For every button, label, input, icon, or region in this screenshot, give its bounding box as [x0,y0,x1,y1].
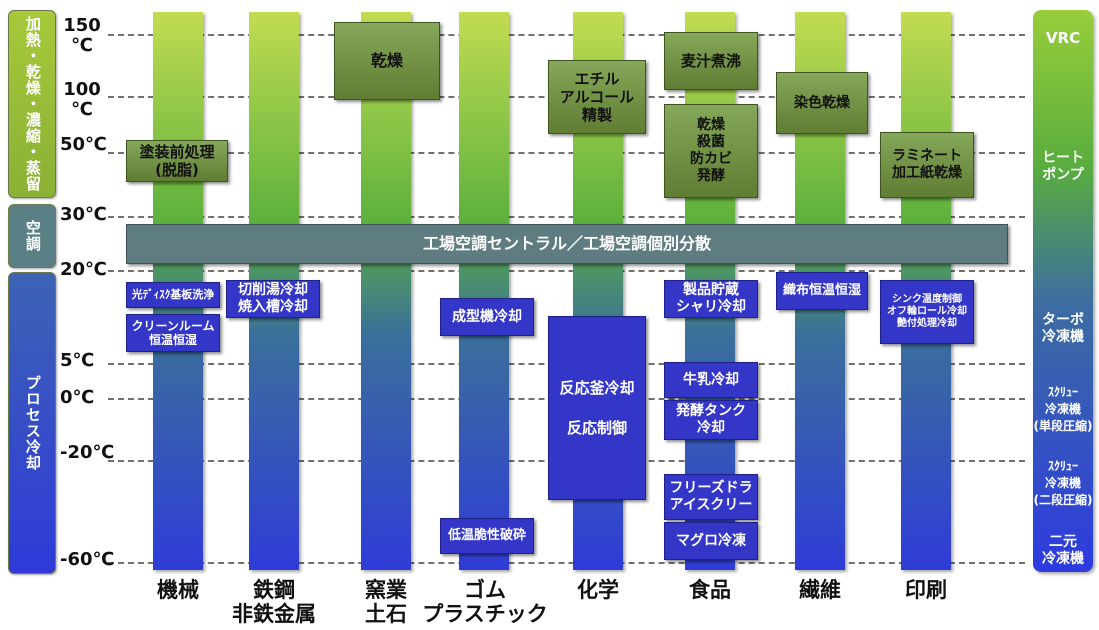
industry-label-rubber: ゴム プラスチック [422,578,548,626]
gridline-150 [108,34,1025,36]
box-weaving-climate: 織布恒温恒湿 [776,272,868,310]
tick-minus60: -60℃ [60,549,115,570]
equipment-vrc: VRC [1045,29,1081,47]
box-low-temp-crushing: 低温脆性破砕 [440,518,534,554]
industry-label-food: 食品 [689,578,731,602]
industry-label-machinery: 機械 [157,578,199,602]
box-product-storage: 製品貯蔵 シャリ冷却 [664,280,758,318]
box-reactor-control-label: 反応制御 [566,419,627,437]
box-dyeing-drying: 染色乾燥 [776,72,868,134]
box-ceramics-drying: 乾燥 [334,22,440,100]
category-process-cooling-label: プロセス冷却 [23,375,42,471]
box-wort-boiling: 麦汁煮沸 [664,32,758,90]
box-drying-sterilizing: 乾燥 殺菌 防カビ 発酵 [664,104,758,198]
gridline-20 [108,270,1025,272]
industry-label-ceramics: 窯業 土石 [365,578,407,626]
central-hvac-bar: 工場空調セントラル／工場空調個別分散 [126,224,1008,264]
box-reactor-cooling-control: 反応釜冷却 反応制御 [548,316,646,500]
category-process-cooling: プロセス冷却 [8,272,56,574]
box-molding-cooling: 成型機冷却 [440,298,534,336]
tick-minus20: -20℃ [60,442,115,463]
box-tuna-freezing: マグロ冷凍 [664,522,758,560]
box-freeze-dry: フリーズドラ アイスクリー [664,474,758,520]
industry-label-chemical: 化学 [577,578,619,602]
gridline-minus60 [108,562,1025,564]
equipment-cascade-chiller: 二元 冷凍機 [1042,534,1084,567]
category-heating-label: 加熱・乾燥・濃縮・蒸留 [23,16,42,192]
gridline-50 [108,152,1025,154]
box-sink-temp-control: シンク温度制御 オフ輪ロール冷却 艶付処理冷却 [880,280,974,344]
box-optical-disc-cleaning: 光ﾃﾞｨｽｸ基板洗浄 [126,282,220,308]
equipment-turbo-chiller: ターボ 冷凍機 [1042,312,1084,345]
tick-5: 5℃ [60,350,95,371]
box-cleanroom: クリーンルーム 恒温恒湿 [126,314,220,352]
box-cutting-fluid-cooling: 切削湯冷却 焼入槽冷却 [226,280,320,318]
box-ethanol-refining: エチル アルコール 精製 [548,60,646,134]
box-fermentation-tank: 発酵タンク 冷却 [664,400,758,440]
category-hvac-label: 空調 [23,220,42,252]
industry-label-textile: 繊維 [799,578,841,602]
box-reactor-cooling-label: 反応釜冷却 [559,379,635,397]
box-painting-pretreatment: 塗装前処理 (脱脂) [126,140,228,182]
column-rubber [459,12,509,570]
tick-50: 50℃ [60,134,107,155]
tick-100: 100 ℃ [63,79,101,120]
industry-label-printing: 印刷 [905,578,947,602]
box-milk-cooling: 牛乳冷却 [664,362,758,398]
box-laminate-drying: ラミネート 加工紙乾燥 [880,132,974,198]
industry-label-steel: 鉄鋼 非鉄金属 [232,578,316,626]
tick-0: 0℃ [60,387,95,408]
column-ceramics [361,12,411,570]
category-hvac: 空調 [8,204,56,268]
tick-150: 150 ℃ [63,15,101,56]
tick-20: 20℃ [60,259,107,280]
equipment-screw-single: ｽｸﾘｭｰ 冷凍機 (単段圧縮) [1033,385,1093,433]
equipment-screw-two-stage: ｽｸﾘｭｰ 冷凍機 (二段圧縮) [1033,459,1093,507]
equipment-panel [1033,10,1093,572]
equipment-heat-pump: ヒート ポンプ [1042,150,1084,183]
gridline-30 [108,216,1025,218]
tick-30: 30℃ [60,204,107,225]
category-heating: 加熱・乾燥・濃縮・蒸留 [8,10,56,198]
